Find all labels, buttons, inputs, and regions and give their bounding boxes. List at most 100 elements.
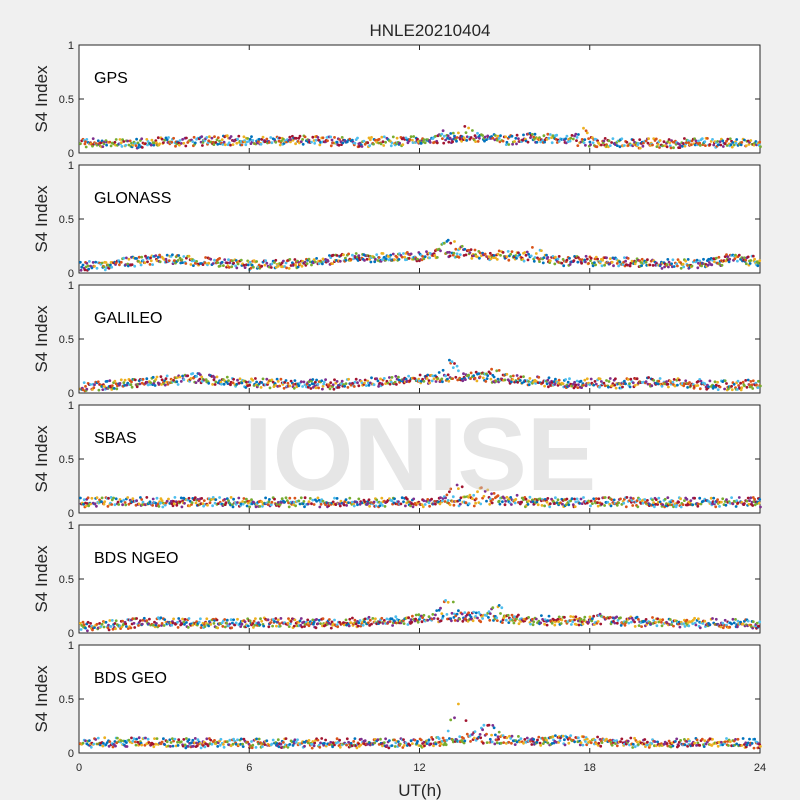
data-point: [529, 254, 533, 258]
data-point: [651, 503, 655, 507]
data-point: [369, 260, 373, 264]
data-point: [134, 743, 138, 747]
data-point: [437, 737, 441, 741]
data-point: [105, 143, 108, 147]
data-point: [644, 260, 648, 264]
data-point: [408, 138, 412, 141]
data-point: [595, 145, 599, 149]
data-point: [558, 739, 562, 742]
data-point: [333, 496, 336, 500]
data-point: [676, 383, 679, 387]
data-point: [218, 257, 222, 260]
data-point: [503, 503, 507, 507]
data-point: [355, 746, 359, 750]
data-point: [532, 137, 536, 141]
data-point: [625, 140, 629, 144]
data-point: [108, 379, 112, 383]
data-point: [247, 140, 251, 143]
data-point: [126, 139, 130, 143]
data-point: [164, 257, 168, 261]
data-point: [107, 628, 111, 632]
data-point: [199, 373, 202, 377]
data-point: [201, 502, 205, 506]
data-point: [79, 260, 82, 264]
data-point: [384, 257, 388, 261]
data-point: [192, 744, 195, 748]
data-point: [342, 503, 346, 507]
data-point: [594, 263, 597, 267]
data-point: [229, 383, 232, 387]
data-point: [730, 622, 733, 626]
data-point: [110, 384, 114, 387]
data-point: [684, 141, 688, 145]
data-point: [554, 734, 557, 737]
data-point: [434, 742, 438, 746]
data-point: [397, 375, 400, 379]
data-point: [164, 377, 168, 380]
data-point: [467, 248, 470, 252]
data-point: [759, 145, 762, 149]
data-point: [135, 257, 139, 260]
data-point: [538, 136, 541, 140]
data-point: [744, 379, 748, 382]
data-point: [196, 738, 200, 742]
data-point: [527, 499, 530, 503]
data-point: [740, 386, 744, 390]
data-point: [532, 738, 536, 741]
data-point: [374, 257, 377, 261]
data-point: [613, 621, 617, 625]
data-point: [207, 624, 211, 628]
data-point: [416, 257, 419, 261]
data-point: [601, 258, 605, 262]
data-point: [376, 379, 380, 383]
data-point: [372, 142, 375, 146]
data-point: [684, 259, 688, 263]
data-point: [336, 625, 340, 629]
data-point: [248, 505, 252, 509]
data-point: [476, 490, 479, 494]
data-point: [516, 380, 520, 384]
data-point: [89, 745, 93, 749]
data-point: [179, 740, 183, 744]
data-point: [82, 623, 86, 627]
data-point: [597, 497, 601, 501]
data-point: [289, 620, 293, 623]
data-point: [510, 741, 513, 745]
data-point: [326, 259, 330, 263]
data-point: [568, 256, 571, 260]
data-point: [518, 379, 522, 382]
data-point: [393, 497, 396, 501]
y-tick-label: 1: [68, 400, 74, 412]
data-point: [122, 498, 126, 502]
data-point: [455, 612, 459, 616]
data-point: [707, 385, 710, 389]
data-point: [180, 505, 184, 509]
data-point: [741, 380, 745, 384]
data-point: [434, 502, 437, 506]
data-point: [711, 386, 715, 390]
data-point: [434, 134, 437, 138]
data-point: [416, 137, 419, 141]
data-point: [277, 745, 281, 749]
scatter-points: [79, 483, 762, 509]
data-point: [409, 504, 412, 508]
data-point: [182, 620, 186, 624]
data-point: [108, 140, 112, 144]
data-point: [328, 384, 331, 387]
data-point: [411, 138, 414, 142]
data-point: [222, 382, 226, 386]
data-point: [146, 260, 149, 264]
data-point: [312, 744, 316, 748]
data-point: [447, 379, 451, 383]
data-point: [337, 143, 341, 147]
data-point: [434, 380, 438, 383]
data-point: [489, 257, 493, 261]
data-point: [644, 618, 648, 621]
data-point: [638, 146, 642, 150]
data-point: [628, 385, 632, 389]
data-point: [440, 377, 444, 381]
data-point: [140, 255, 144, 259]
data-point: [165, 138, 169, 142]
data-point: [146, 737, 150, 741]
data-point: [381, 252, 385, 255]
